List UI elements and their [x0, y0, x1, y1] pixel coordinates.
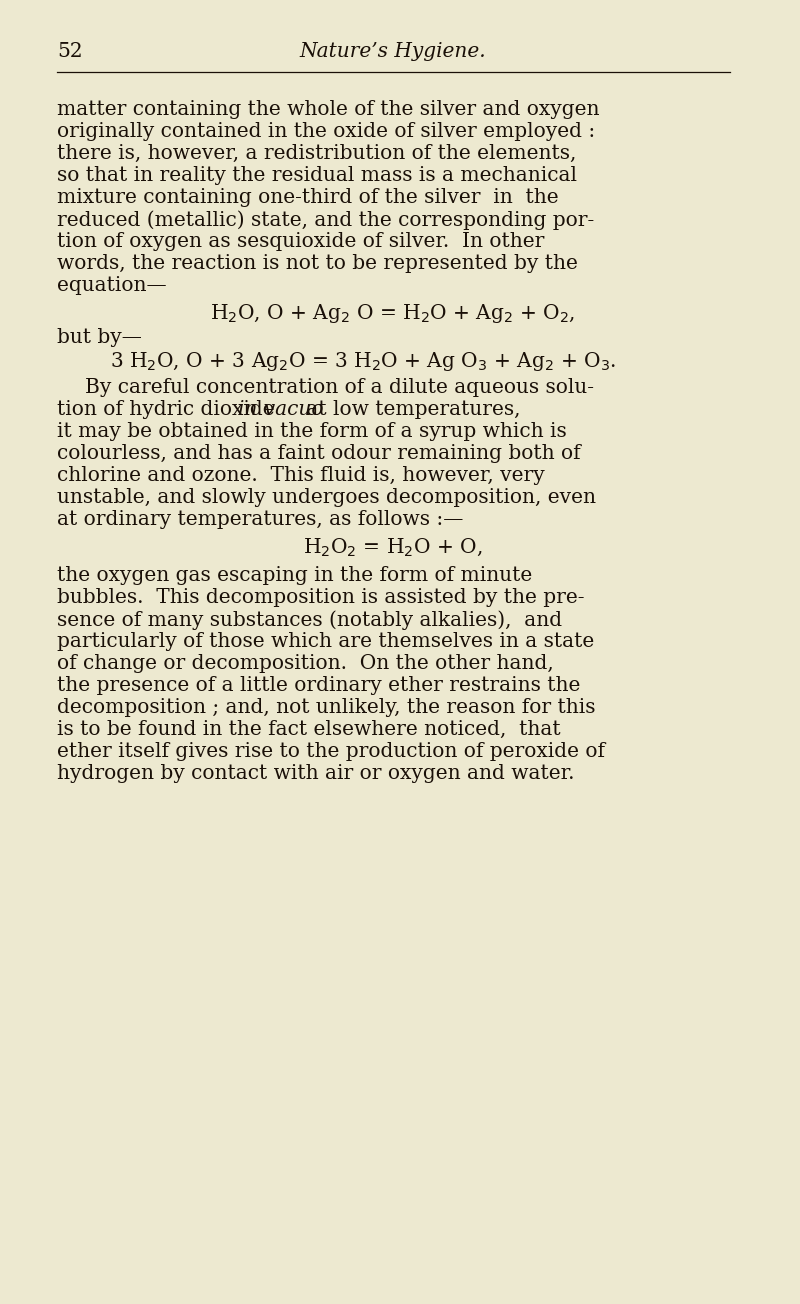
Text: tion of hydric dioxide: tion of hydric dioxide: [57, 400, 281, 419]
Text: tion of oxygen as sesquioxide of silver.  In other: tion of oxygen as sesquioxide of silver.…: [57, 232, 544, 250]
Text: in vacuo: in vacuo: [238, 400, 323, 419]
Text: is to be found in the fact elsewhere noticed,  that: is to be found in the fact elsewhere not…: [57, 720, 561, 739]
Text: the oxygen gas escaping in the form of minute: the oxygen gas escaping in the form of m…: [57, 566, 532, 585]
Text: ether itself gives rise to the production of peroxide of: ether itself gives rise to the productio…: [57, 742, 605, 762]
Text: H$_2$O$_2$ = H$_2$O + O,: H$_2$O$_2$ = H$_2$O + O,: [303, 536, 482, 558]
Text: mixture containing one-third of the silver  in  the: mixture containing one-third of the silv…: [57, 188, 558, 207]
Text: Nature’s Hygiene.: Nature’s Hygiene.: [300, 42, 486, 61]
Text: By careful concentration of a dilute aqueous solu-: By careful concentration of a dilute aqu…: [85, 378, 594, 396]
Text: unstable, and slowly undergoes decomposition, even: unstable, and slowly undergoes decomposi…: [57, 488, 596, 507]
Text: chlorine and ozone.  This fluid is, however, very: chlorine and ozone. This fluid is, howev…: [57, 466, 545, 485]
Text: originally contained in the oxide of silver employed :: originally contained in the oxide of sil…: [57, 123, 595, 141]
Text: reduced (metallic) state, and the corresponding por-: reduced (metallic) state, and the corres…: [57, 210, 594, 230]
Text: decomposition ; and, not unlikely, the reason for this: decomposition ; and, not unlikely, the r…: [57, 698, 595, 717]
Text: words, the reaction is not to be represented by the: words, the reaction is not to be represe…: [57, 254, 578, 273]
Text: hydrogen by contact with air or oxygen and water.: hydrogen by contact with air or oxygen a…: [57, 764, 574, 782]
Text: it may be obtained in the form of a syrup which is: it may be obtained in the form of a syru…: [57, 422, 566, 441]
Text: H$_2$O, O + Ag$_2$ O = H$_2$O + Ag$_2$ + O$_2$,: H$_2$O, O + Ag$_2$ O = H$_2$O + Ag$_2$ +…: [210, 303, 575, 325]
Text: at low temperatures,: at low temperatures,: [300, 400, 521, 419]
Text: particularly of those which are themselves in a state: particularly of those which are themselv…: [57, 632, 594, 651]
Text: 52: 52: [57, 42, 82, 61]
Text: so that in reality the residual mass is a mechanical: so that in reality the residual mass is …: [57, 166, 577, 185]
Text: of change or decomposition.  On the other hand,: of change or decomposition. On the other…: [57, 655, 554, 673]
Text: sence of many substances (notably alkalies),  and: sence of many substances (notably alkali…: [57, 610, 562, 630]
Text: colourless, and has a faint odour remaining both of: colourless, and has a faint odour remain…: [57, 443, 581, 463]
Text: there is, however, a redistribution of the elements,: there is, however, a redistribution of t…: [57, 143, 576, 163]
Text: bubbles.  This decomposition is assisted by the pre-: bubbles. This decomposition is assisted …: [57, 588, 585, 606]
Text: 3 H$_2$O, O + 3 Ag$_2$O = 3 H$_2$O + Ag O$_3$ + Ag$_2$ + O$_3$.: 3 H$_2$O, O + 3 Ag$_2$O = 3 H$_2$O + Ag …: [110, 349, 616, 373]
Text: matter containing the whole of the silver and oxygen: matter containing the whole of the silve…: [57, 100, 599, 119]
Text: but by—: but by—: [57, 329, 142, 347]
Text: at ordinary temperatures, as follows :—: at ordinary temperatures, as follows :—: [57, 510, 463, 529]
Text: equation—: equation—: [57, 276, 166, 295]
Text: the presence of a little ordinary ether restrains the: the presence of a little ordinary ether …: [57, 675, 580, 695]
